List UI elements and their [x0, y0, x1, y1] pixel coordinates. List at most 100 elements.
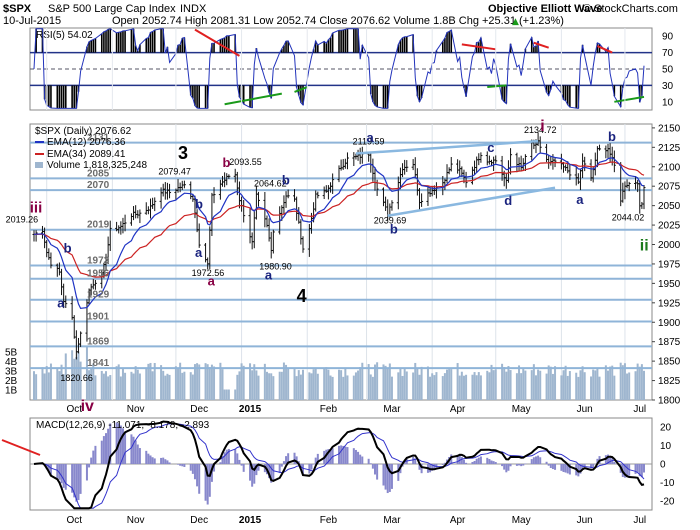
macd-histogram-bar [568, 464, 571, 475]
volume-bar [94, 375, 97, 400]
price-bar [449, 156, 453, 172]
price-annotation: 2039.69 [374, 216, 407, 226]
price-annotation: 2119.59 [353, 137, 385, 147]
wave-label: b [608, 129, 616, 144]
macd-histogram-bar [611, 458, 614, 464]
volume-bar [49, 363, 52, 400]
macd-histogram-bar [149, 455, 152, 464]
volume-bar [611, 365, 614, 400]
macd-histogram-bar [530, 459, 533, 464]
volume-bar [626, 373, 629, 400]
volume-bar [426, 366, 429, 400]
price-bar [49, 252, 53, 269]
price-tick-label: 2100 [658, 162, 681, 173]
volume-bar [136, 369, 139, 400]
volume-bar [102, 373, 105, 400]
macd-histogram-bar [505, 464, 508, 473]
price-bar [405, 160, 409, 172]
macd-histogram-bar [278, 464, 281, 474]
volume-bar [640, 364, 643, 400]
volume-bar [477, 372, 480, 400]
macd-histogram-bar [109, 423, 112, 464]
macd-histogram-bar [420, 464, 423, 474]
volume-bar [272, 376, 275, 400]
volume-bar [179, 362, 182, 400]
macd-histogram-bar [208, 464, 211, 497]
volume-bar [547, 365, 550, 400]
macd-histogram-bar [151, 457, 154, 464]
volume-bar [234, 389, 237, 400]
macd-tick-label: 20 [660, 423, 672, 434]
macd-histogram-bar [382, 464, 385, 486]
macd-histogram-bar [225, 449, 228, 464]
macd-histogram-bar [473, 461, 476, 464]
volume-bar [119, 376, 122, 400]
macd-histogram-bar [374, 464, 377, 475]
volume-bar [479, 375, 482, 400]
volume-bar [361, 362, 364, 400]
volume-bar [509, 370, 512, 400]
macd-histogram-bar [638, 464, 641, 477]
volume-bar [278, 371, 281, 400]
macd-histogram-bar [132, 436, 135, 464]
price-tick-label: 1975 [658, 259, 681, 270]
volume-bar [403, 367, 406, 400]
volume-bar [505, 371, 508, 400]
macd-histogram-bar [465, 462, 468, 464]
volume-bar [384, 365, 387, 400]
volume-bar [174, 366, 177, 400]
macd-histogram-bar [196, 464, 199, 487]
macd-histogram-bar [47, 464, 50, 473]
volume-bar [236, 374, 239, 400]
price-annotation: 2079.47 [158, 167, 191, 177]
volume-bar [227, 389, 230, 400]
volume-tick-label: 1B [5, 386, 18, 397]
x-axis-label: May [512, 515, 531, 526]
lower-trendline [387, 186, 556, 217]
volume-bar [418, 374, 421, 400]
volume-bar [189, 372, 192, 400]
macd-histogram-bar [431, 464, 434, 471]
macd-histogram-bar [441, 464, 444, 466]
macd-histogram-bar [397, 464, 400, 481]
macd-histogram-bar [310, 464, 313, 470]
macd-histogram-bar [221, 456, 224, 464]
volume-bar [253, 364, 256, 400]
x-axis-label: Apr [450, 404, 466, 415]
volume-bar [515, 373, 518, 400]
x-axis-label: 2015 [239, 515, 262, 526]
macd-histogram-bar [100, 440, 103, 464]
volume-bar [100, 370, 103, 400]
macd-histogram-bar [270, 464, 273, 483]
macd-histogram-bar [623, 464, 626, 478]
x-axis-label: Mar [383, 404, 401, 415]
price-bar [123, 214, 127, 232]
symbol-label: $SPX [3, 3, 32, 15]
volume-bar [147, 363, 150, 400]
macd-histogram-bar [507, 464, 510, 471]
macd-histogram-bar [643, 464, 645, 473]
macd-tick-label: -20 [660, 496, 675, 507]
macd-histogram-bar [486, 457, 489, 464]
rsi-line [33, 28, 645, 109]
volume-bar [79, 361, 82, 400]
macd-histogram-bar [213, 464, 216, 472]
macd-histogram-bar [359, 454, 362, 464]
volume-bar [327, 369, 330, 400]
price-bar [627, 181, 631, 192]
volume-bar [628, 372, 631, 400]
macd-histogram-bar [545, 461, 548, 464]
volume-bar [414, 362, 417, 400]
volume-bar [412, 372, 415, 400]
macd-legend: MACD(12,26,9) -11.071, -8.178, -2.893 [36, 420, 210, 431]
volume-bar [446, 369, 449, 400]
price-annotation: 2134.72 [524, 125, 557, 135]
rsi-legend: RSI(5) 54.02 [36, 30, 93, 41]
volume-bar [530, 370, 533, 400]
volume-bar [210, 364, 213, 400]
level-label: 1869 [87, 336, 110, 347]
macd-histogram-bar [566, 464, 569, 474]
macd-histogram-bar [477, 457, 480, 464]
macd-histogram-bar [414, 458, 417, 464]
wave-label: a [195, 245, 203, 260]
